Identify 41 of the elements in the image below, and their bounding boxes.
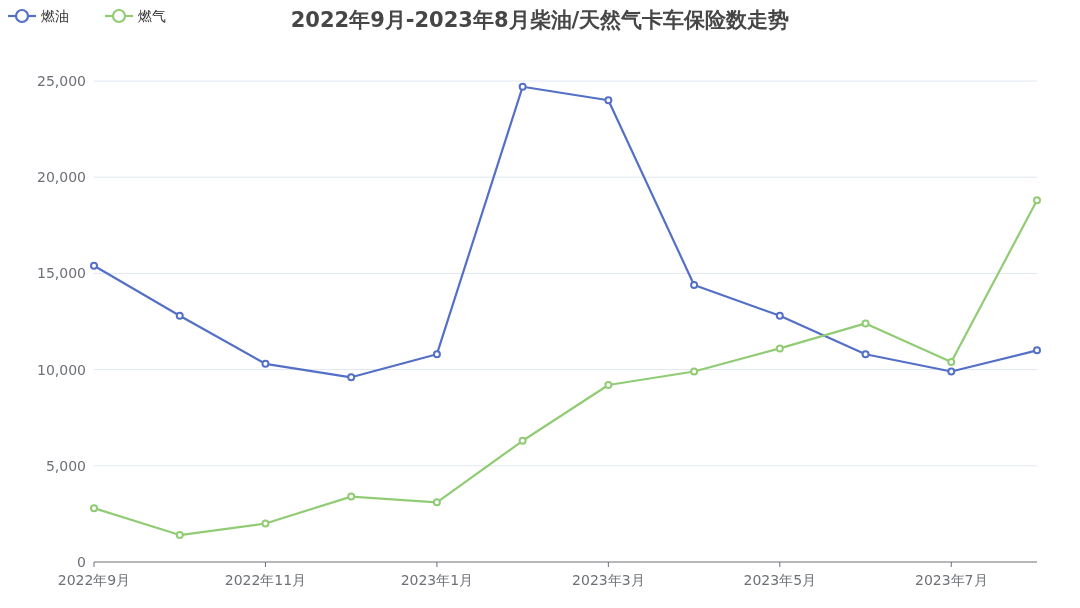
point — [1033, 346, 1041, 355]
y-tick-label: 5,000 — [45, 457, 86, 474]
x-tick-label: 2023年3月 — [572, 572, 645, 588]
point — [604, 380, 613, 389]
point — [347, 373, 356, 382]
point — [518, 436, 527, 445]
point — [1033, 196, 1041, 205]
point — [775, 344, 784, 353]
point — [432, 498, 441, 507]
y-tick-label: 25,000 — [37, 73, 86, 89]
point — [347, 492, 356, 501]
x-tick-label: 2022年9月 — [57, 572, 131, 588]
point — [690, 367, 699, 376]
point — [261, 359, 270, 368]
point — [175, 311, 184, 320]
y-tick-label: 15,000 — [37, 265, 86, 282]
legend-燃油: 燃油 — [8, 8, 69, 24]
point — [947, 367, 956, 376]
y-tick-label: 0 — [77, 554, 86, 570]
point — [518, 82, 527, 91]
chart-title: 2022年9月-2023年8月柴油/天然气卡车保险数走势 — [290, 8, 790, 32]
point — [861, 350, 870, 359]
y-tick-label: 10,000 — [37, 361, 86, 378]
legend-label: 燃油 — [41, 8, 69, 24]
legend-label: 燃气 — [138, 8, 166, 24]
point — [775, 311, 784, 320]
x-tick-label: 2023年7月 — [915, 572, 988, 588]
point — [947, 357, 956, 366]
x-tick-label: 2023年1月 — [400, 572, 474, 588]
point — [690, 280, 699, 289]
point — [90, 261, 98, 270]
point — [604, 96, 613, 105]
point — [261, 519, 270, 528]
point — [432, 350, 441, 359]
x-tick-label: 2023年5月 — [743, 572, 817, 588]
x-tick-label: 2022年11月 — [224, 572, 307, 588]
point — [175, 531, 184, 540]
y-tick-label: 20,000 — [37, 169, 86, 186]
legend-燃气: 燃气 — [105, 8, 166, 24]
point — [861, 319, 870, 328]
point — [90, 504, 98, 513]
